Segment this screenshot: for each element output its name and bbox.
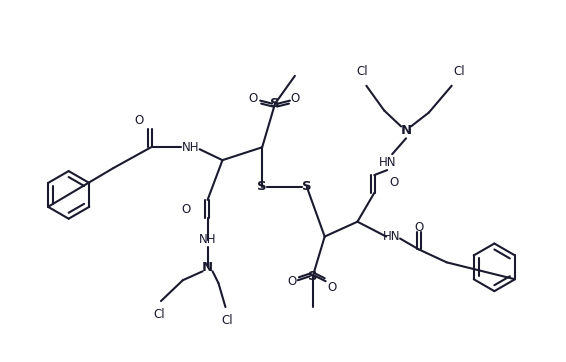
Text: O: O	[389, 177, 399, 189]
Text: S: S	[302, 180, 312, 193]
Text: Cl: Cl	[153, 308, 165, 321]
Text: O: O	[248, 92, 258, 105]
Text: O: O	[181, 203, 190, 216]
Text: HN: HN	[383, 230, 400, 243]
Text: NH: NH	[182, 141, 199, 154]
Text: NH: NH	[199, 233, 216, 246]
Text: S: S	[258, 180, 267, 193]
Text: N: N	[401, 124, 411, 137]
Text: O: O	[327, 281, 336, 294]
Text: O: O	[288, 275, 297, 288]
Text: Cl: Cl	[454, 66, 465, 78]
Text: O: O	[135, 114, 144, 127]
Text: S: S	[270, 97, 280, 110]
Text: O: O	[414, 221, 423, 234]
Text: Cl: Cl	[222, 315, 233, 327]
Text: Cl: Cl	[357, 66, 368, 78]
Text: O: O	[290, 92, 299, 105]
Text: N: N	[202, 261, 213, 274]
Text: S: S	[308, 270, 318, 283]
Text: HN: HN	[379, 156, 396, 169]
